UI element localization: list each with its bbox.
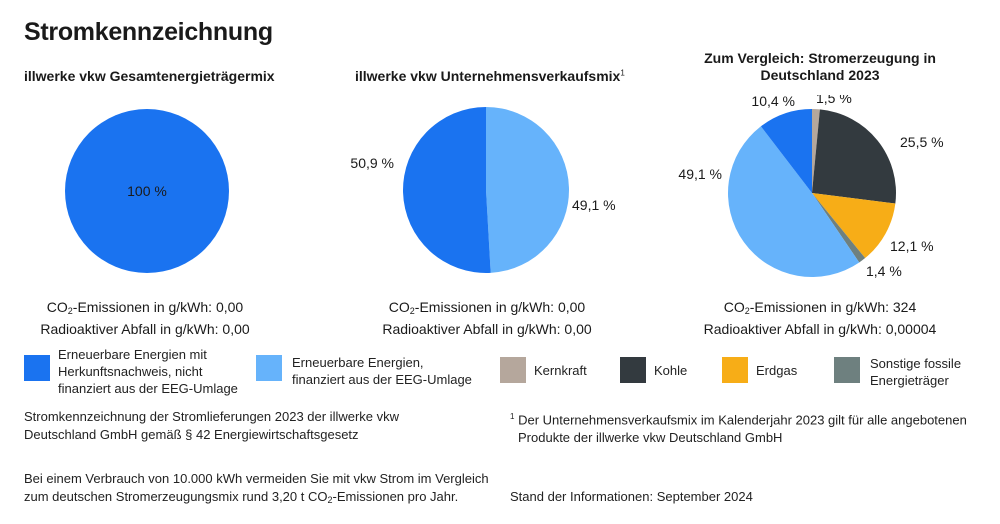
legend-label-renewable-hkn: Erneuerbare Energien mit Herkunftsnachwei… bbox=[58, 347, 238, 396]
pie-charts: 100 % 49,1 % 50,9 % 1,5 % 25,5 % 12,1 % 1,4 … bbox=[65, 95, 944, 279]
pie-data-label: 1,5 % bbox=[816, 95, 852, 106]
chart-2-title: illwerke vkw Unternehmensverkaufsmix1 bbox=[355, 68, 625, 84]
legend-label-coal: Kohle bbox=[654, 363, 688, 378]
note-footnote-1: 1 Der Unternehmensverkaufsmix im Kalende… bbox=[510, 412, 967, 446]
pie-data-label: 25,5 % bbox=[900, 134, 944, 150]
legend-label-renewable-eeg: Erneuerbare Energien, finanziert aus der … bbox=[292, 355, 472, 387]
pie-data-label: 50,9 % bbox=[350, 155, 394, 171]
legend-swatch-renewable-hkn bbox=[24, 355, 50, 381]
note-co2-savings: Bei einem Verbrauch von 10.000 kWh verme… bbox=[24, 471, 489, 505]
pie-slice bbox=[812, 109, 896, 204]
co2-emissions: CO2-Emissionen in g/kWh: 0,00 bbox=[388, 299, 586, 316]
page-title: Stromkennzeichnung bbox=[24, 18, 273, 46]
pie-chart-gesamtenergietraegermix: 100 % bbox=[65, 109, 229, 273]
legend-swatch-other-fossil bbox=[834, 357, 860, 383]
pie-slice bbox=[760, 109, 812, 193]
pie-slice bbox=[486, 107, 569, 273]
note-stromkennzeichnung: Stromkennzeichnung der Stromlieferungen … bbox=[24, 409, 400, 442]
pie-data-label: 49,1 % bbox=[572, 197, 616, 213]
pie-chart-stromerzeugung-deutschland: 1,5 % 25,5 % 12,1 % 1,4 % 49,1 % 10,4 % bbox=[678, 95, 943, 279]
legend-label-nuclear: Kernkraft bbox=[534, 363, 587, 378]
pie-slice bbox=[812, 193, 866, 263]
pie-slice bbox=[812, 193, 896, 259]
chart-2-stats: CO2-Emissionen in g/kWh: 0,00 Radioaktiv… bbox=[332, 298, 642, 338]
chart-3-title: Zum Vergleich: Stromerzeugung in Deutsch… bbox=[704, 50, 936, 83]
note-stand: Stand der Informationen: September 2024 bbox=[510, 489, 753, 504]
legend-label-gas: Erdgas bbox=[756, 363, 798, 378]
pie-data-label: 49,1 % bbox=[678, 166, 722, 182]
chart-3-stats: CO2-Emissionen in g/kWh: 324 Radioaktive… bbox=[670, 298, 970, 338]
legend-swatch-gas bbox=[722, 357, 748, 383]
radioactive-waste: Radioaktiver Abfall in g/kWh: 0,00 bbox=[40, 321, 250, 337]
pie-data-label: 10,4 % bbox=[751, 95, 795, 109]
legend-label-other-fossil: Sonstige fossile Energieträger bbox=[870, 356, 962, 388]
pie-data-label: 100 % bbox=[127, 183, 167, 199]
radioactive-waste: Radioaktiver Abfall in g/kWh: 0,00004 bbox=[703, 321, 937, 337]
radioactive-waste: Radioaktiver Abfall in g/kWh: 0,00 bbox=[382, 321, 592, 337]
pie-slice bbox=[402, 107, 491, 273]
chart-1-stats: CO2-Emissionen in g/kWh: 0,00 Radioaktiv… bbox=[0, 298, 290, 338]
chart-1-title: illwerke vkw Gesamtenergieträgermix bbox=[24, 68, 275, 84]
co2-emissions: CO2-Emissionen in g/kWh: 0,00 bbox=[46, 299, 244, 316]
pie-chart-unternehmensverkaufsmix: 49,1 % 50,9 % bbox=[350, 107, 616, 273]
pie-data-label: 12,1 % bbox=[890, 238, 934, 254]
co2-emissions: CO2-Emissionen in g/kWh: 324 bbox=[723, 299, 917, 316]
legend-swatch-nuclear bbox=[500, 357, 526, 383]
pie-slice bbox=[812, 109, 820, 193]
pie-data-label: 1,4 % bbox=[866, 263, 902, 279]
legend-swatch-coal bbox=[620, 357, 646, 383]
pie-slice bbox=[65, 109, 229, 273]
pie-slice bbox=[728, 126, 860, 277]
legend-swatch-renewable-eeg bbox=[256, 355, 282, 381]
